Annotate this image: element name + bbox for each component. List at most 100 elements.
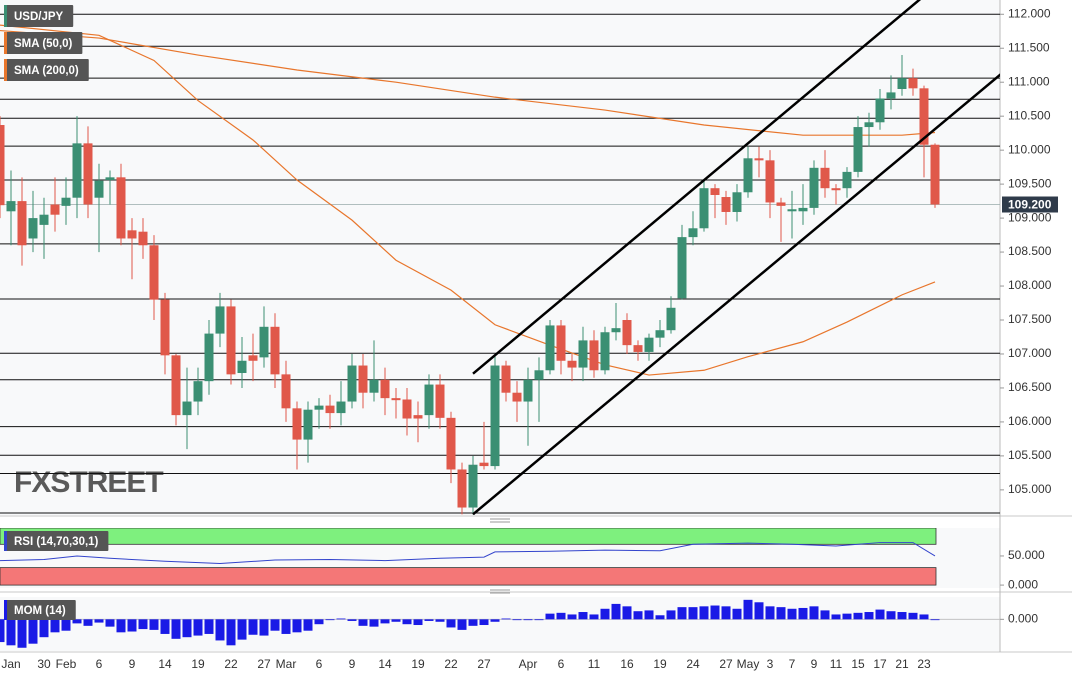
indicator-label-accent	[4, 531, 7, 551]
candle-body	[116, 177, 126, 239]
y-tick-label: 106.000	[1008, 414, 1052, 428]
y-tick-label: 108.500	[1008, 244, 1052, 258]
candle-body	[897, 78, 907, 90]
mom-bar	[237, 619, 247, 640]
mom-bar	[259, 619, 269, 636]
x-tick-label: Apr	[519, 657, 538, 671]
x-tick-label: 7	[789, 657, 796, 671]
y-tick-label: 106.500	[1008, 380, 1052, 394]
x-tick-label: 6	[558, 657, 565, 671]
candle-body	[193, 381, 203, 402]
candle-body	[391, 398, 401, 401]
mom-bar	[336, 618, 346, 620]
mom-bar	[908, 612, 918, 620]
mom-bar	[138, 619, 148, 630]
mom-bar	[589, 614, 599, 620]
candle-body	[424, 384, 434, 416]
resize-handle[interactable]	[490, 518, 510, 523]
mom-bar	[831, 614, 841, 620]
candle-body	[732, 192, 742, 212]
mom-bar	[281, 619, 291, 634]
indicator-label-bg	[4, 5, 74, 27]
candle-body	[259, 326, 269, 358]
indicator-label-bg	[4, 32, 83, 54]
overbought-zone	[0, 528, 937, 545]
indicator-label-accent	[4, 600, 7, 620]
indicator-label-bg	[4, 531, 109, 551]
candle-body	[743, 158, 753, 193]
candle-body	[611, 328, 621, 333]
mom-bar	[215, 619, 225, 641]
candle-body	[292, 408, 302, 440]
candle-body	[556, 325, 566, 361]
candle-body	[688, 228, 698, 238]
indicator-label: SMA (200,0)	[4, 59, 89, 81]
mom-bar	[270, 619, 280, 631]
x-tick-label: 17	[873, 657, 887, 671]
candle-body	[589, 340, 599, 371]
candle-body	[17, 201, 27, 246]
indicator-label-text: MOM (14)	[14, 605, 66, 617]
candle-body	[457, 469, 467, 508]
mom-bar	[886, 611, 896, 620]
candle-body	[468, 464, 478, 508]
candle-body	[578, 340, 588, 368]
mom-bar	[83, 619, 93, 626]
candle-body	[435, 384, 445, 418]
mom-bar	[314, 619, 324, 625]
y-tick-label: 111.000	[1008, 74, 1050, 88]
mom-bar	[699, 606, 709, 620]
mom-bar	[105, 619, 115, 627]
mom-bar	[0, 619, 5, 643]
x-tick-label: 27	[257, 657, 271, 671]
mom-bar	[94, 619, 104, 623]
mom-bar	[501, 618, 511, 620]
candle-body	[798, 207, 808, 212]
mom-bar	[435, 619, 445, 622]
last-price-badge	[1002, 196, 1058, 213]
candle-body	[908, 78, 918, 89]
mom-bar	[556, 612, 566, 620]
indicator-label: RSI (14,70,30,1)	[4, 531, 109, 551]
candle-body	[930, 144, 940, 205]
mom-bar	[688, 607, 698, 620]
candle-body	[171, 355, 181, 416]
indicator-label-text: SMA (50,0)	[14, 38, 73, 50]
candle-body	[336, 401, 346, 414]
mom-bar	[578, 612, 588, 620]
mom-bar	[468, 619, 478, 626]
x-tick-label: 9	[811, 657, 818, 671]
candle-body	[666, 307, 676, 331]
candle-body	[347, 365, 357, 402]
candle-body	[0, 125, 5, 206]
indicator-label-accent	[4, 32, 7, 54]
candle-body	[545, 325, 555, 371]
y-tick-label: 112.000	[1008, 6, 1051, 20]
candle-body	[138, 231, 148, 246]
mom-bar	[204, 619, 214, 634]
x-tick-label: 21	[895, 657, 909, 671]
mom-bar	[798, 607, 808, 620]
resize-handle[interactable]	[490, 589, 510, 594]
mom-bar	[127, 619, 137, 632]
candle-body	[402, 399, 412, 419]
mom-bar	[28, 619, 38, 644]
candle-body	[710, 188, 720, 195]
mom-bar	[809, 606, 819, 620]
candle-body	[886, 92, 896, 99]
candle-body	[842, 171, 852, 189]
y-tick-label: 105.500	[1008, 448, 1052, 462]
y-tick-label: 111.500	[1008, 40, 1050, 54]
indicator-label: USD/JPY	[4, 5, 74, 27]
mom-bar	[875, 609, 885, 620]
candle-body	[281, 374, 291, 409]
y-tick-label: 0.000	[1008, 577, 1038, 591]
mom-bar	[842, 613, 852, 620]
mom-bar	[853, 612, 863, 620]
y-tick-label: 105.000	[1008, 482, 1052, 496]
mom-bar	[61, 619, 71, 631]
x-tick-label: 9	[349, 657, 356, 671]
mom-bar	[72, 619, 82, 624]
candle-body	[149, 245, 159, 300]
